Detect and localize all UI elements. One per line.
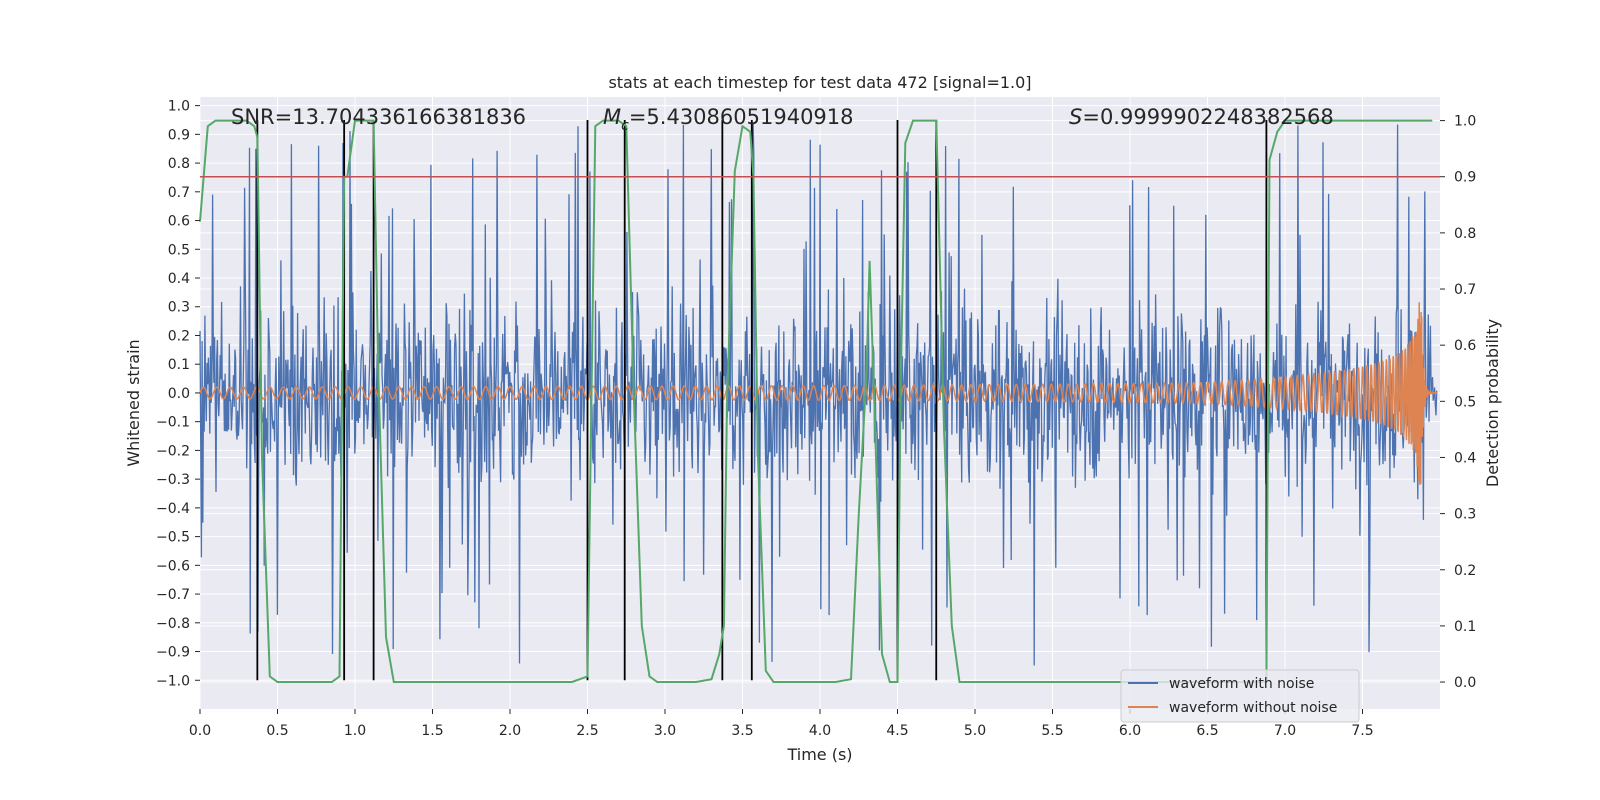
x-tick-label: 3.0 — [654, 723, 676, 739]
x-tick-label: 7.5 — [1351, 723, 1373, 739]
y-tick-label: 0.6 — [168, 214, 190, 230]
y-tick-label: 0.2 — [168, 328, 190, 344]
x-tick-label: 2.5 — [576, 723, 598, 739]
series-detection-probability — [199, 119, 1433, 683]
y2-tick-label: 0.6 — [1454, 338, 1476, 354]
y-tick-label: 0.7 — [168, 185, 190, 201]
y2-tick-label: 0.4 — [1454, 450, 1476, 466]
x-tick-label: 1.5 — [421, 723, 443, 739]
y-tick-label: 0.1 — [168, 357, 190, 373]
x-tick-label: 3.5 — [731, 723, 753, 739]
y2-tick-label: 0.5 — [1454, 394, 1476, 410]
x-tick-label: 6.0 — [1119, 723, 1141, 739]
probability-trace — [199, 119, 1433, 683]
y-tick-label: 1.0 — [168, 99, 190, 115]
y2-tick-label: 0.8 — [1454, 226, 1476, 242]
legend-box — [1120, 669, 1360, 723]
y-tick-label: −0.4 — [156, 501, 190, 517]
y-tick-label: −0.7 — [156, 587, 190, 603]
y2-tick-label: 0.1 — [1454, 619, 1476, 635]
y-axis-ticks: 1.0 0.9 0.8 0.7 0.6 0.5 0.4 0.3 0.2 0.1 0.0 −0.1 −0.… — [156, 99, 200, 689]
y-tick-label: 0.4 — [168, 271, 190, 287]
y-tick-label: −0.3 — [156, 472, 190, 488]
event-markers — [256, 119, 1268, 681]
x-tick-label: 2.0 — [499, 723, 521, 739]
clean-trace — [199, 302, 1437, 485]
y-tick-label: 0.3 — [168, 300, 190, 316]
y-tick-label: −0.2 — [156, 443, 190, 459]
chart-title: stats at each timestep for test data 472… — [608, 73, 1031, 92]
y2-tick-label: 0.3 — [1454, 507, 1476, 523]
x-axis-ticks: 0.0 0.5 1.0 1.5 2.0 2.5 3.0 3.5 4.0 4.5 5.0 5.5 6.0 6… — [189, 709, 1374, 739]
legend-label-clean: waveform without noise — [1169, 700, 1337, 716]
y-tick-label: 0.5 — [168, 242, 190, 258]
y-tick-label: 0.8 — [168, 156, 190, 172]
y-tick-label: −0.6 — [156, 558, 190, 574]
y-tick-label: 0.0 — [168, 386, 190, 402]
y-tick-label: −0.9 — [156, 645, 190, 661]
x-tick-label: 4.0 — [809, 723, 831, 739]
x-axis-label: Time (s) — [786, 745, 852, 764]
y2-tick-label: 0.0 — [1454, 675, 1476, 691]
y-tick-label: −1.0 — [156, 673, 190, 689]
snr-annotation: SNR=13.704336166381836 — [231, 105, 526, 129]
chirp-mass-annotation: Mc=5.43086051940918 — [603, 105, 854, 134]
legend-label-noise: waveform with noise — [1169, 676, 1314, 692]
legend: waveform with noise waveform without noi… — [1120, 669, 1360, 723]
y2-axis-label: Detection probability — [1483, 319, 1502, 487]
x-tick-label: 6.5 — [1196, 723, 1218, 739]
y2-axis-ticks: 1.0 0.9 0.8 0.7 0.6 0.5 0.4 0.3 0.2 0.1 0.0 — [1440, 114, 1476, 691]
x-tick-label: 0.0 — [189, 723, 211, 739]
y-tick-label: −0.8 — [156, 616, 190, 632]
y-axis-label: Whitened strain — [124, 339, 143, 466]
x-tick-label: 5.0 — [964, 723, 986, 739]
y2-tick-label: 1.0 — [1454, 114, 1476, 130]
x-tick-label: 0.5 — [266, 723, 288, 739]
score-annotation: S=0.9999902248382568 — [1069, 105, 1334, 129]
x-tick-label: 1.0 — [344, 723, 366, 739]
x-tick-label: 7.0 — [1274, 723, 1296, 739]
y-tick-label: 0.9 — [168, 127, 190, 143]
y2-tick-label: 0.9 — [1454, 170, 1476, 186]
x-tick-label: 4.5 — [886, 723, 908, 739]
y2-tick-label: 0.7 — [1454, 282, 1476, 298]
x-tick-label: 5.5 — [1041, 723, 1063, 739]
y2-tick-label: 0.2 — [1454, 563, 1476, 579]
y-tick-label: −0.5 — [156, 530, 190, 546]
y-tick-label: −0.1 — [156, 415, 190, 431]
series-waveform-without-noise — [199, 302, 1437, 485]
